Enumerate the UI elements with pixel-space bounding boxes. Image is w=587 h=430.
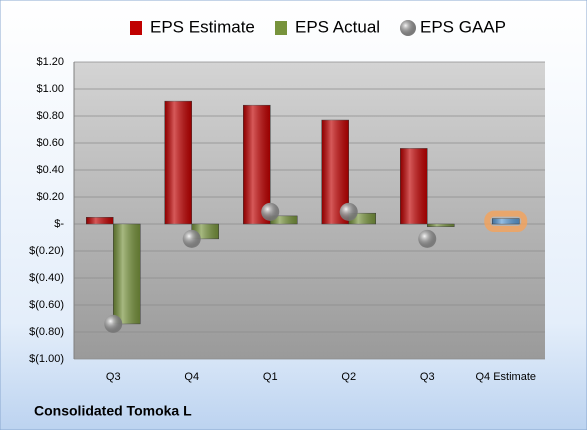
y-tick-label: $0.80 <box>36 110 64 122</box>
y-tick-label: $(1.00) <box>29 353 64 365</box>
y-tick-label: $1.00 <box>36 83 64 95</box>
bar-shine <box>270 215 298 224</box>
y-tick-label: $0.60 <box>36 137 64 149</box>
y-tick-label: $(0.80) <box>29 326 64 338</box>
x-tick-label: Q1 <box>263 371 278 383</box>
x-tick-label: Q2 <box>341 371 356 383</box>
y-tick-label: $(0.20) <box>29 245 64 257</box>
x-tick-label: Q3 <box>106 371 121 383</box>
legend-marker <box>275 21 287 35</box>
bar-shine <box>492 218 520 224</box>
gaap-marker-shine <box>339 202 358 221</box>
x-tick-label: Q3 <box>420 371 435 383</box>
y-tick-label: $0.40 <box>36 164 64 176</box>
legend-label: EPS GAAP <box>420 17 506 36</box>
x-tick-label: Q4 <box>184 371 199 383</box>
legend-label: EPS Actual <box>295 17 380 36</box>
x-tick-label: Q4 Estimate <box>475 371 536 383</box>
gaap-marker-shine <box>261 202 280 221</box>
bar-shine <box>86 217 114 224</box>
bar-shine <box>348 213 376 224</box>
bar-shine <box>400 148 428 224</box>
y-tick-label: $(0.60) <box>29 299 64 311</box>
gaap-marker-shine <box>418 229 437 248</box>
bar-glow <box>484 210 528 233</box>
bar-shine <box>164 101 192 224</box>
footer: Consolidated Tomoka L <box>34 403 192 419</box>
bar-shine <box>113 224 141 324</box>
y-tick-label: $(0.40) <box>29 272 64 284</box>
gaap-marker-shine <box>104 314 123 333</box>
y-tick-label: $1.20 <box>36 56 64 68</box>
y-tick-label: $0.20 <box>36 191 64 203</box>
plot-area <box>74 62 545 359</box>
bar-shine <box>427 224 455 227</box>
legend-marker-shine <box>400 20 416 36</box>
legend-marker <box>130 21 142 35</box>
legend-label: EPS Estimate <box>150 17 255 36</box>
gaap-marker-shine <box>182 229 201 248</box>
y-tick-label: $- <box>54 218 64 230</box>
